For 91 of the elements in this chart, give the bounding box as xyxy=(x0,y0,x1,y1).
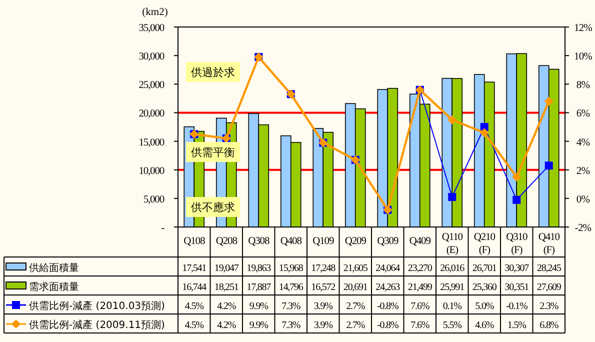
data-label: 7.6% xyxy=(410,301,430,312)
point xyxy=(512,172,522,182)
y2-tick-label: 6% xyxy=(576,108,590,120)
point xyxy=(544,162,553,170)
x-tick-label: Q108 xyxy=(184,236,205,247)
data-label: 2.7% xyxy=(346,301,365,312)
data-label: 3.9% xyxy=(314,301,333,312)
x-tick-label: Q408 xyxy=(280,236,302,247)
data-label: 16,744 xyxy=(182,282,207,293)
data-label: -0.8% xyxy=(377,301,398,312)
data-label: 7.3% xyxy=(282,320,300,331)
data-label: 6.8% xyxy=(540,320,558,331)
y-tick-label: 25,000 xyxy=(138,80,164,92)
data-label: 1.5% xyxy=(507,320,526,331)
y2-tick-label: 12% xyxy=(574,23,593,34)
y2-tick-label: 10% xyxy=(574,52,593,63)
data-label: 27,609 xyxy=(536,282,562,293)
legend-label: 供需比例-減產 (2010.03預測) xyxy=(29,300,166,312)
data-label: 17,248 xyxy=(311,263,336,274)
y-tick-label: - xyxy=(161,223,166,234)
y2-tick-label: -2% xyxy=(574,223,592,234)
y-tick-label: 20,000 xyxy=(138,108,164,120)
legend-label: 需求面積量 xyxy=(29,281,79,293)
data-label: 2.3% xyxy=(540,301,558,312)
data-label: 4.2% xyxy=(217,320,236,331)
point xyxy=(448,115,457,124)
x-tick-label: Q208 xyxy=(216,236,238,247)
data-label: 7.6% xyxy=(410,320,430,331)
y2-tick-label: 2% xyxy=(576,166,590,177)
x-tick-label: Q110(E) xyxy=(442,232,463,256)
x-tick-label: Q409 xyxy=(409,236,431,247)
data-label: 26,016 xyxy=(440,263,465,274)
data-label: 18,251 xyxy=(214,282,239,293)
point xyxy=(544,96,554,106)
data-label: 23,270 xyxy=(408,263,432,274)
data-label: 9.9% xyxy=(249,320,268,331)
x-tick-label: Q309 xyxy=(377,236,398,247)
data-label: 3.9% xyxy=(314,320,333,331)
data-label: 30,307 xyxy=(504,263,530,274)
annotation: 供需平衡 xyxy=(191,146,235,159)
annotation: 供不應求 xyxy=(191,201,235,214)
y2-tick-label: 4% xyxy=(576,137,590,148)
data-label: 21,499 xyxy=(408,282,432,293)
x-tick-label: Q209 xyxy=(344,236,366,247)
data-label: 19,047 xyxy=(214,263,239,274)
x-tick-label: Q109 xyxy=(312,236,334,247)
data-label: 16,572 xyxy=(311,282,336,293)
data-label: 20,691 xyxy=(343,282,368,293)
point xyxy=(480,128,489,138)
data-label: 28,245 xyxy=(536,263,562,274)
point xyxy=(448,193,456,201)
y-axis-title: (km2) xyxy=(142,7,168,18)
annotation: 供過於求 xyxy=(191,66,235,79)
data-label: 25,360 xyxy=(472,282,497,293)
data-label: 17,887 xyxy=(246,282,272,293)
data-label: 5.0% xyxy=(475,301,494,312)
point xyxy=(512,196,521,204)
data-label: -0.1% xyxy=(506,301,528,312)
data-label: 24,064 xyxy=(376,263,400,274)
data-label: 7.3% xyxy=(282,301,300,312)
data-label: 0.1% xyxy=(442,301,462,312)
data-label: 26,701 xyxy=(472,263,497,274)
data-label: 2.7% xyxy=(346,320,365,331)
data-label: 30,351 xyxy=(504,282,530,293)
data-label: 14,796 xyxy=(278,282,304,293)
data-label: 4.6% xyxy=(475,320,494,331)
y2-tick-label: 0% xyxy=(576,194,590,206)
data-label: 5.5% xyxy=(442,320,462,331)
x-tick-label: Q310(F) xyxy=(506,232,528,256)
data-label: 4.5% xyxy=(184,301,204,312)
legend-label: 供給面積量 xyxy=(29,262,79,274)
y-tick-label: 35,000 xyxy=(138,23,164,34)
data-label: 19,863 xyxy=(246,263,272,274)
x-tick-label: Q410(F) xyxy=(538,232,560,256)
data-label: 4.5% xyxy=(184,320,204,331)
data-label: 25,991 xyxy=(440,282,465,293)
y2-tick-label: 8% xyxy=(576,80,590,92)
data-label: 21,605 xyxy=(343,263,368,274)
y-tick-label: 15,000 xyxy=(138,137,164,148)
data-label: 9.9% xyxy=(249,301,268,312)
legend-label: 供需比例-減產 (2009.11預測) xyxy=(29,319,166,331)
y-tick-label: 5,000 xyxy=(143,194,164,206)
data-label: -0.8% xyxy=(377,320,398,331)
data-label: 4.2% xyxy=(217,301,236,312)
data-label: 15,968 xyxy=(278,263,304,274)
data-label: 24,263 xyxy=(376,282,400,293)
data-label: 17,541 xyxy=(182,263,207,274)
x-tick-label: Q210(F) xyxy=(474,232,496,256)
y-tick-label: 10,000 xyxy=(138,166,164,177)
x-tick-label: Q308 xyxy=(248,236,270,247)
y-tick-label: 30,000 xyxy=(138,52,164,63)
